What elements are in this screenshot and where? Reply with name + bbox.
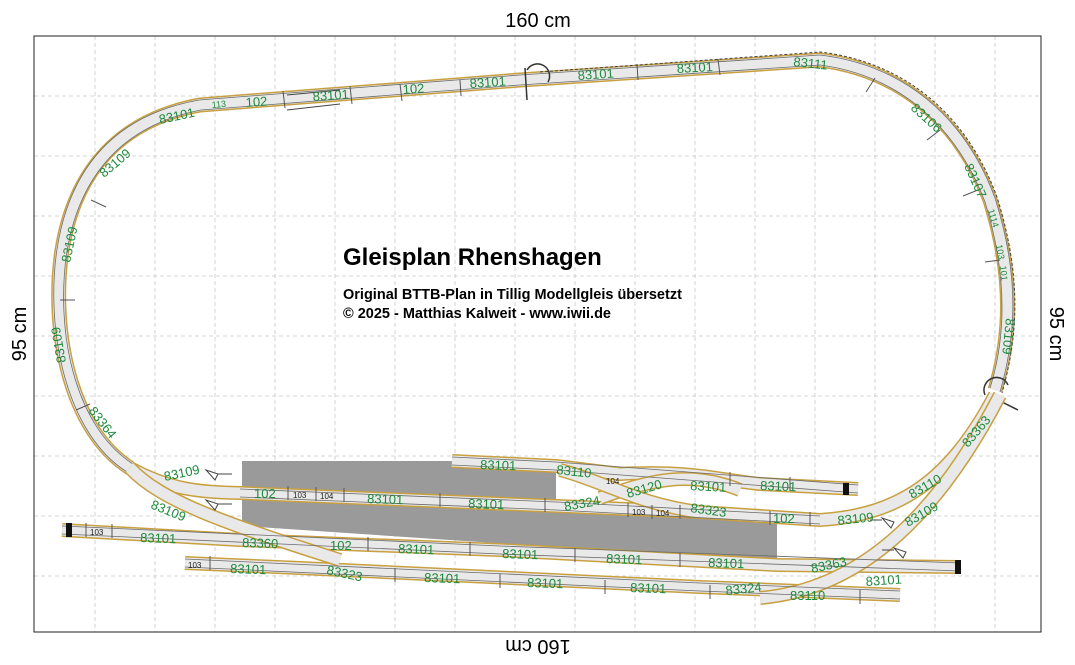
track-label: 83101 <box>606 551 643 567</box>
track-label: 83101 <box>367 491 404 507</box>
track-label: 104 <box>320 492 334 501</box>
track-label: 83109 <box>999 318 1018 356</box>
track-label: 104 <box>606 477 620 486</box>
track-label: 83101 <box>708 555 745 571</box>
track-label: 83101 <box>527 575 564 591</box>
track-label: 83101 <box>469 74 506 91</box>
track-label: 83101 <box>760 478 797 494</box>
dim-right: 95 cm <box>1045 307 1067 361</box>
track-label: 83101 <box>312 87 349 104</box>
track-label: 102 <box>330 538 352 553</box>
track-label: 83111 <box>793 54 829 72</box>
dim-top: 160 cm <box>505 10 571 32</box>
track-label: 83323 <box>325 562 363 584</box>
track-label: 101 <box>998 265 1010 281</box>
track-label: 83109 <box>58 225 80 263</box>
track-label: 83109 <box>48 326 69 364</box>
track-label: 83101 <box>158 105 196 127</box>
track-label: 102 <box>773 511 795 526</box>
track-label: 83101 <box>398 541 435 557</box>
track-label: 83324 <box>563 493 601 514</box>
track-label: 103 <box>188 561 202 570</box>
track-label: 83110 <box>556 462 593 481</box>
track-label: 83101 <box>502 546 539 562</box>
track-label: 103 <box>293 491 307 500</box>
track-label: 83101 <box>676 59 713 76</box>
track-label: 113 <box>211 99 226 110</box>
dim-left: 95 cm <box>9 307 31 361</box>
track-label: 83101 <box>630 580 667 596</box>
track-label: 102 <box>245 94 268 110</box>
track-label: 104 <box>656 509 670 518</box>
track-label: 103 <box>632 508 646 517</box>
plan-title: Gleisplan Rhenshagen <box>343 244 602 271</box>
track-label: 83109 <box>163 462 201 484</box>
plan-subtitle-1: Original BTTB-Plan in Tillig Modellgleis… <box>343 287 682 303</box>
plan-subtitle-2: © 2025 - Matthias Kalweit - www.iwii.de <box>343 306 611 322</box>
track-label: 83360 <box>242 535 279 551</box>
track-label: 102 <box>402 81 425 97</box>
track-label: 83101 <box>140 530 177 546</box>
track-label: 83101 <box>480 457 517 473</box>
track-label: 83101 <box>865 572 902 589</box>
grid <box>34 36 1041 632</box>
track-label: 83101 <box>690 478 727 495</box>
track-label: 83363 <box>810 554 848 576</box>
track-label: 102 <box>254 486 276 501</box>
track-label: 103 <box>90 528 104 537</box>
track-oval <box>51 51 1019 475</box>
track-label: 83101 <box>468 496 505 512</box>
track-label: 1114 <box>986 208 1001 229</box>
track-label: 83101 <box>577 66 614 83</box>
track-label: 83101 <box>230 561 267 577</box>
track-label: 83110 <box>790 588 825 603</box>
board-outline <box>33 35 1042 633</box>
track-label: 83101 <box>424 570 461 586</box>
track-label: 83324 <box>725 579 763 598</box>
dim-bottom: 160 cm <box>505 635 571 657</box>
track-label: 83323 <box>690 500 728 520</box>
track-station <box>61 391 1007 605</box>
track-label: 83109 <box>837 509 875 528</box>
track-label: 103 <box>994 244 1006 261</box>
